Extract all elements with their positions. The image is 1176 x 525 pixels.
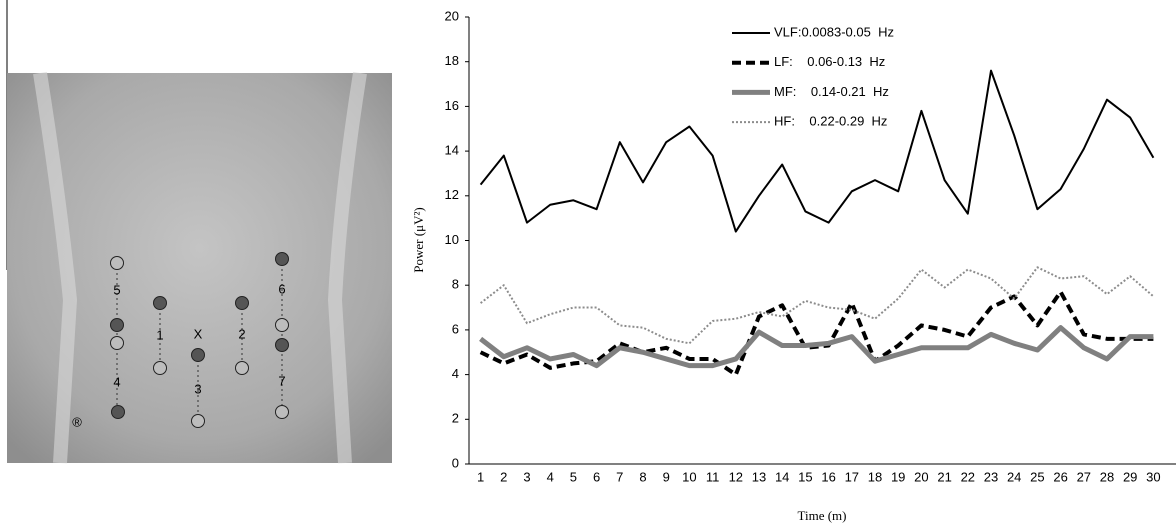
electrode: [275, 405, 289, 419]
x-tick-label: 3: [523, 469, 530, 484]
torso-outline: [33, 71, 367, 464]
electrode-label: 7: [278, 373, 285, 388]
x-tick-label: 20: [914, 469, 928, 484]
y-tick-label: 8: [452, 277, 459, 292]
x-tick-label: 6: [593, 469, 600, 484]
electrode: [191, 348, 205, 362]
x-tick-label: 15: [798, 469, 812, 484]
x-tick-label: 1: [477, 469, 484, 484]
legend-label: LF: 0.06-0.13 Hz: [774, 54, 885, 69]
y-tick-label: 4: [452, 366, 459, 381]
electrode: [235, 361, 249, 375]
electrode-label: ®: [72, 414, 82, 429]
x-tick-label: 17: [845, 469, 859, 484]
electrode-label: 3: [194, 381, 201, 396]
series-line: [479, 266, 1155, 345]
electrodes: 5 4 1 X 3 2 6 7 ®: [72, 252, 289, 429]
x-tick-label: 27: [1077, 469, 1091, 484]
electrode-label: 1: [156, 327, 163, 342]
x-tick-label: 26: [1053, 469, 1067, 484]
x-tick-label: 30: [1146, 469, 1160, 484]
x-tick-label: 22: [961, 469, 975, 484]
x-tick-label: 9: [663, 469, 670, 484]
x-tick-label: 11: [706, 469, 720, 484]
y-tick-label: 6: [452, 321, 459, 336]
electrode: [111, 405, 125, 419]
x-tick-label: 5: [570, 469, 577, 484]
y-tick-label: 0: [452, 455, 459, 470]
electrode: [153, 361, 167, 375]
x-tick-label: 18: [868, 469, 882, 484]
electrode: [275, 252, 289, 266]
x-axis-label: Time (m): [798, 508, 847, 523]
x-tick-label: 24: [1007, 469, 1021, 484]
electrode: [275, 338, 289, 352]
x-tick-label: 16: [821, 469, 835, 484]
y-tick-label: 20: [445, 8, 459, 23]
electrode-label: 2: [238, 326, 245, 341]
x-tick-label: 23: [984, 469, 998, 484]
electrode: [191, 414, 205, 428]
y-tick-label: 10: [445, 232, 459, 247]
x-tick-label: 10: [682, 469, 696, 484]
legend-label: HF: 0.22-0.29 Hz: [774, 114, 887, 129]
electrode-label: X: [194, 326, 203, 341]
x-tick-label: 29: [1123, 469, 1137, 484]
x-tick-label: 14: [775, 469, 789, 484]
series-line: [479, 325, 1154, 369]
electrode: [153, 296, 167, 310]
x-tick-label: 12: [729, 469, 743, 484]
x-tick-label: 21: [937, 469, 951, 484]
electrode-label: 4: [113, 374, 120, 389]
legend-label: MF: 0.14-0.21 Hz: [774, 84, 889, 99]
y-tick-label: 16: [445, 98, 459, 113]
y-tick-label: 18: [445, 53, 459, 68]
y-tick-label: 12: [445, 187, 459, 202]
electrode-label: 5: [113, 282, 120, 297]
x-tick-label: 2: [500, 469, 507, 484]
y-axis-label: Power (μV²): [411, 207, 426, 272]
x-tick-label: 28: [1100, 469, 1114, 484]
electrode: [235, 296, 249, 310]
electrode: [275, 318, 289, 332]
electrode: [110, 256, 124, 270]
y-tick-label: 14: [445, 143, 459, 158]
x-tick-label: 25: [1030, 469, 1044, 484]
series-line: [479, 69, 1155, 233]
x-tick-label: 8: [639, 469, 646, 484]
electrode-label: 6: [278, 281, 285, 296]
electrode: [110, 318, 124, 332]
x-tick-label: 13: [752, 469, 766, 484]
electrode: [110, 336, 124, 350]
x-tick-label: 7: [616, 469, 623, 484]
x-tick-label: 4: [547, 469, 554, 484]
y-tick-label: 2: [452, 411, 459, 426]
x-tick-label: 19: [891, 469, 905, 484]
legend-label: VLF:0.0083-0.05 Hz: [774, 24, 894, 39]
